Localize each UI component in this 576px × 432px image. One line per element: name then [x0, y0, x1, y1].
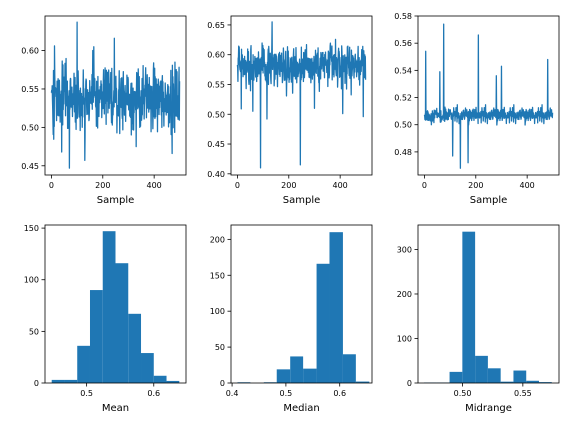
x-axis-label: Sample [97, 195, 135, 206]
y-tick-label: 100 [397, 334, 412, 343]
histogram-bar [462, 231, 476, 383]
histogram-bar [51, 379, 65, 383]
histogram-bar [89, 290, 103, 383]
x-axis-label: Median [283, 403, 319, 414]
histogram-bar [102, 231, 116, 383]
x-tick-label: 0 [49, 181, 54, 190]
x-axis-label: Mean [102, 403, 129, 414]
x-tick-label: 0.6 [147, 389, 160, 398]
y-tick-label: 150 [210, 271, 225, 280]
y-tick-label: 0.40 [207, 170, 225, 179]
axes-frame [230, 224, 373, 384]
x-tick-label: 0.6 [333, 389, 346, 398]
x-axis-label: Sample [283, 195, 321, 206]
histogram-bar [487, 368, 501, 383]
histogram-bar [166, 380, 180, 383]
y-tick-label: 50 [29, 327, 39, 336]
y-tick-label: 150 [24, 224, 39, 233]
histogram-bar [115, 263, 129, 383]
x-axis-label: Sample [470, 195, 508, 206]
histogram-bar [77, 345, 90, 383]
series-line [423, 23, 554, 169]
histogram-bar [316, 263, 330, 383]
histogram-bar [290, 356, 304, 383]
histogram-bar [128, 313, 142, 383]
y-tick-label: 0.60 [207, 51, 225, 60]
x-tick-label: 400 [147, 181, 162, 190]
subplot-sample-mean: 0 200 400 0.45 0.50 0.55 0.60 Sample [21, 15, 187, 206]
series-line [236, 21, 367, 169]
y-tick-label: 0.65 [207, 21, 225, 30]
y-tick-label: 0.52 [394, 94, 412, 103]
histogram-bar [475, 355, 488, 383]
subplot-hist-median: 0.4 0.5 0.6 0 50 100 150 200 Median [210, 224, 373, 414]
x-axis-label: Midrange [465, 403, 512, 414]
y-tick-label: 0.45 [207, 140, 225, 149]
y-tick-label: 200 [397, 290, 412, 299]
y-tick-label: 0.48 [394, 148, 412, 157]
subplot-hist-mean: 0.5 0.6 0 50 100 150 Mean [24, 224, 187, 414]
y-tick-label: 50 [215, 343, 225, 352]
y-tick-label: 0.56 [394, 39, 412, 48]
y-tick-label: 0.55 [207, 80, 225, 89]
histogram-bar [355, 381, 370, 383]
x-tick-label: 0.4 [226, 389, 239, 398]
x-tick-label: 0 [422, 181, 427, 190]
y-tick-label: 0.50 [394, 121, 412, 130]
y-tick-label: 0 [34, 379, 39, 388]
axes-frame [417, 15, 560, 176]
x-tick-label: 200 [468, 181, 483, 190]
histogram-bar [538, 382, 552, 383]
axes-frame [44, 224, 187, 384]
y-tick-label: 300 [397, 245, 412, 254]
histogram-bar [513, 370, 527, 383]
y-tick-label: 200 [210, 235, 225, 244]
axes-frame [230, 15, 373, 176]
y-tick-label: 0.50 [21, 123, 39, 132]
y-tick-label: 0.54 [394, 66, 412, 75]
y-tick-label: 0.60 [21, 47, 39, 56]
series-line [50, 21, 181, 169]
y-tick-label: 100 [24, 276, 39, 285]
histogram-bar [141, 353, 154, 383]
y-tick-label: 0.58 [394, 12, 412, 21]
histogram-bar [64, 379, 78, 383]
axes-frame [44, 15, 187, 176]
subplot-sample-midrange: 0 200 400 0.48 0.50 0.52 0.54 0.56 0.58 Sample [394, 12, 560, 206]
histogram-bar [276, 369, 291, 383]
y-tick-label: 0 [220, 379, 225, 388]
histogram-bar [303, 368, 317, 383]
subplot-hist-midrange: 0.50 0.55 0 100 200 300 Midrange [397, 224, 560, 414]
y-tick-label: 0 [407, 379, 412, 388]
y-tick-label: 0.55 [21, 85, 39, 94]
x-tick-label: 0.50 [454, 389, 472, 398]
x-tick-label: 400 [333, 181, 348, 190]
subplot-sample-median: 0 200 400 0.40 0.45 0.50 0.55 0.60 0.65 Sample [207, 15, 373, 206]
x-tick-label: 0.5 [280, 389, 293, 398]
x-tick-label: 200 [281, 181, 296, 190]
x-tick-label: 400 [520, 181, 535, 190]
histogram-bar [526, 380, 539, 383]
y-tick-label: 0.50 [207, 110, 225, 119]
x-tick-label: 200 [95, 181, 110, 190]
x-tick-label: 0 [235, 181, 240, 190]
histogram-bar [342, 354, 356, 383]
axes-frame [417, 224, 560, 384]
histogram-bar [449, 371, 463, 383]
y-tick-label: 0.45 [21, 162, 39, 171]
histogram-bar [500, 381, 514, 383]
histogram-bar [153, 375, 167, 383]
x-tick-label: 0.55 [514, 389, 532, 398]
x-tick-label: 0.5 [80, 389, 93, 398]
histogram-bar [329, 232, 343, 383]
y-tick-label: 100 [210, 307, 225, 316]
